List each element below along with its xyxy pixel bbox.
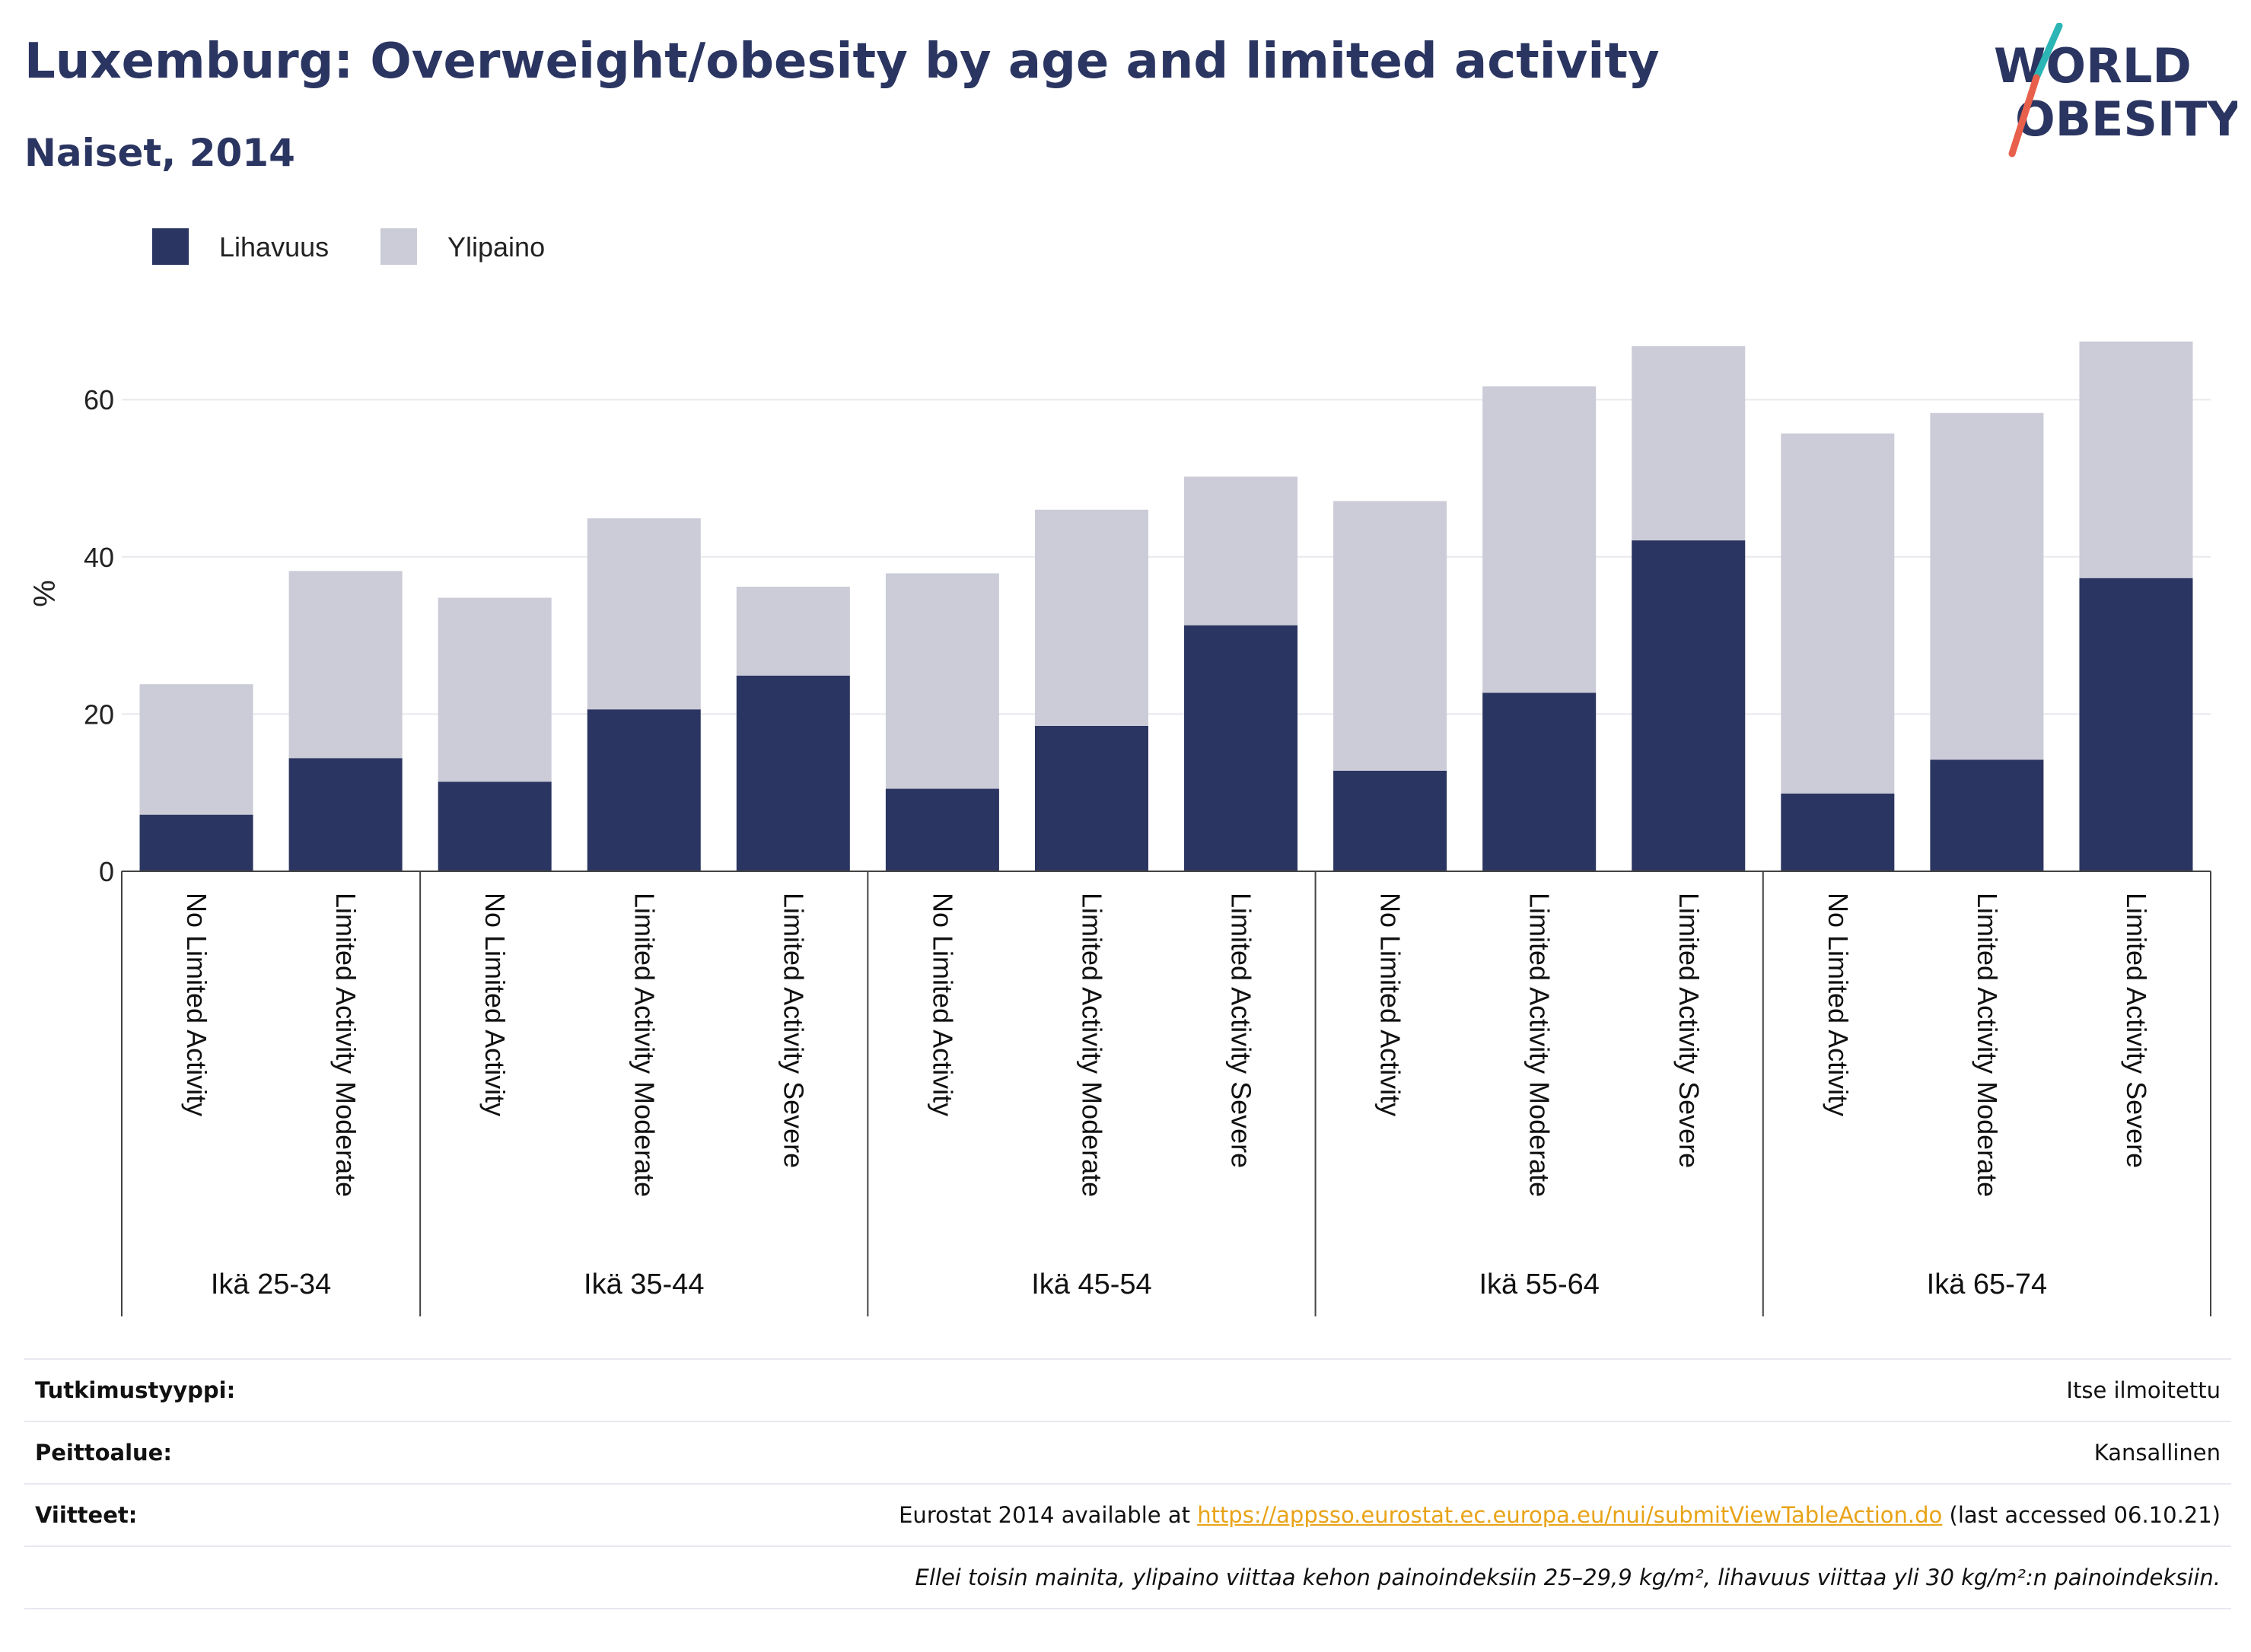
bar-ylipaino-12 [1781, 433, 1895, 794]
chart-subtitle: Naiset, 2014 [24, 131, 295, 175]
bar-lihavuus-13 [1930, 759, 2044, 871]
x-group-label-3: Ikä 45-54 [1031, 1268, 1151, 1300]
x-category-label-9: No Limited Activity [1375, 893, 1406, 1116]
bar-lihavuus-10 [1482, 692, 1597, 871]
logo-slash-teal [2033, 23, 2063, 81]
y-tick-label-40: 40 [84, 542, 114, 573]
bar-chart: Lihavuus Ylipaino 0 20 40 60% No Limited Activ… [28, 228, 2211, 1316]
bar-ylipaino-4 [587, 518, 701, 710]
y-tick-label-20: 20 [84, 699, 114, 730]
x-category-label-6: No Limited Activity [927, 893, 958, 1116]
references-link[interactable]: https://appsso.eurostat.ec.europa.eu/nui… [1197, 1502, 1943, 1528]
legend-swatch-lihavuus [152, 228, 189, 265]
coverage-value: Kansallinen [426, 1421, 2231, 1485]
bar-lihavuus-14 [2079, 578, 2193, 871]
bar-lihavuus-2 [288, 758, 403, 871]
legend-label-ylipaino: Ylipaino [447, 231, 545, 263]
bar-ylipaino-9 [1333, 501, 1447, 771]
references-value: Eurostat 2014 available at https://appss… [426, 1483, 2231, 1547]
bar-lihavuus-12 [1781, 793, 1895, 871]
bar-ylipaino-3 [438, 597, 552, 782]
legend-swatch-ylipaino [380, 228, 417, 265]
x-category-label-1: No Limited Activity [181, 893, 212, 1116]
x-group-label-5: Ikä 65-74 [1927, 1268, 2047, 1300]
x-category-label-8: Limited Activity Severe [1226, 893, 1257, 1168]
bar-lihavuus-5 [736, 675, 850, 871]
x-category-label-4: Limited Activity Moderate [629, 893, 660, 1197]
y-tick-label-60: 60 [84, 384, 114, 415]
x-category-label-3: No Limited Activity [479, 893, 511, 1116]
bar-ylipaino-1 [139, 684, 253, 815]
logo-slash-red [2008, 74, 2040, 158]
bar-ylipaino-13 [1930, 412, 2044, 760]
bar-lihavuus-7 [1034, 725, 1148, 871]
bar-lihavuus-1 [139, 814, 253, 871]
coverage-label: Peittoalue: [24, 1421, 426, 1485]
bar-ylipaino-8 [1184, 476, 1298, 625]
x-category-label-7: Limited Activity Moderate [1076, 893, 1107, 1197]
info-row-references: Viitteet: Eurostat 2014 available at htt… [24, 1483, 2231, 1547]
x-group-label-1: Ikä 25-34 [211, 1268, 331, 1300]
x-category-label-13: Limited Activity Moderate [1972, 893, 2003, 1197]
x-category-label-2: Limited Activity Moderate [330, 893, 361, 1197]
bar-ylipaino-2 [288, 571, 403, 759]
study-type-label: Tutkimustyyppi: [24, 1358, 426, 1422]
info-row-coverage: Peittoalue: Kansallinen [24, 1421, 2231, 1485]
bar-lihavuus-9 [1333, 770, 1447, 871]
bar-lihavuus-3 [438, 781, 552, 871]
logo-text-world: WORLD [1994, 38, 2192, 94]
chart-title: Luxemburg: Overweight/obesity by age and… [24, 33, 1660, 90]
info-row-note: Ellei toisin mainita, ylipaino viittaa k… [24, 1545, 2231, 1609]
bar-ylipaino-11 [1632, 345, 1746, 541]
references-prefix: Eurostat 2014 available at [899, 1502, 1198, 1528]
bar-ylipaino-10 [1482, 386, 1597, 693]
bar-ylipaino-7 [1034, 509, 1148, 726]
x-group-label-4: Ikä 55-64 [1479, 1268, 1599, 1300]
definition-note: Ellei toisin mainita, ylipaino viittaa k… [24, 1545, 2231, 1609]
legend-label-lihavuus: Lihavuus [219, 231, 329, 263]
references-suffix: (last accessed 06.10.21) [1942, 1502, 2221, 1528]
bar-lihavuus-6 [885, 788, 999, 871]
x-category-label-5: Limited Activity Severe [778, 893, 809, 1168]
y-tick-label-0: 0 [99, 856, 114, 887]
info-table: Tutkimustyyppi: Itse ilmoitettu Peittoal… [24, 1358, 2231, 1609]
bar-lihavuus-8 [1184, 625, 1298, 871]
y-axis-label: % [28, 580, 62, 607]
references-label: Viitteet: [24, 1483, 426, 1547]
bar-ylipaino-14 [2079, 341, 2193, 578]
bar-ylipaino-5 [736, 587, 850, 676]
x-category-label-11: Limited Activity Severe [1673, 893, 1705, 1168]
study-type-value: Itse ilmoitettu [426, 1358, 2231, 1422]
x-category-label-12: No Limited Activity [1823, 893, 1854, 1116]
world-obesity-logo: WORLD OBESITY [1994, 23, 2237, 158]
logo-text-obesity: OBESITY [2015, 91, 2237, 147]
x-category-label-14: Limited Activity Severe [2121, 893, 2152, 1168]
bar-lihavuus-11 [1632, 540, 1746, 871]
bar-ylipaino-6 [885, 573, 999, 789]
bar-lihavuus-4 [587, 709, 701, 871]
info-row-study-type: Tutkimustyyppi: Itse ilmoitettu [24, 1358, 2231, 1422]
x-category-label-10: Limited Activity Moderate [1524, 893, 1555, 1197]
x-group-label-2: Ikä 35-44 [584, 1268, 704, 1300]
